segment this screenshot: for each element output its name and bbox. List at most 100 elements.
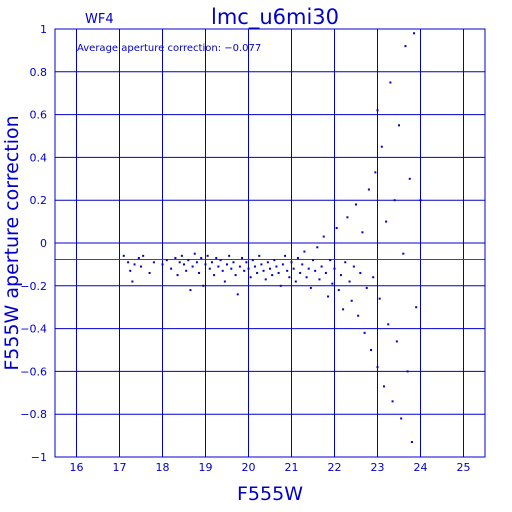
data-point (286, 269, 289, 272)
data-point (238, 265, 241, 268)
data-point (342, 308, 345, 311)
data-point (350, 299, 353, 302)
data-point (275, 265, 278, 268)
data-point (198, 271, 201, 274)
x-tick-label: 21 (285, 461, 299, 474)
x-tick-labels: 16 17 18 19 20 21 22 23 24 25 (70, 461, 471, 474)
data-point (193, 252, 196, 255)
y-tick-label: 0.6 (30, 109, 48, 122)
data-point (376, 109, 379, 112)
data-point (260, 263, 263, 266)
y-tick-label: 0 (40, 237, 47, 250)
data-point (406, 370, 409, 373)
data-point (176, 274, 179, 277)
data-point (380, 145, 383, 148)
y-tick-label: −0.6 (20, 365, 47, 378)
data-point (217, 265, 220, 268)
data-point (131, 280, 134, 283)
data-point (408, 177, 411, 180)
y-tick-label: −0.8 (20, 408, 47, 421)
data-point (357, 314, 360, 317)
x-tick-label: 23 (371, 461, 385, 474)
data-point (382, 385, 385, 388)
data-point (230, 267, 233, 270)
reference-lines (55, 242, 485, 260)
data-point (327, 295, 330, 298)
data-point (129, 269, 132, 272)
data-point (402, 252, 405, 255)
data-point (318, 278, 321, 281)
data-point (398, 124, 400, 127)
average-annotation: Average aperture correction: −0.077 (77, 43, 261, 54)
data-point (206, 254, 209, 257)
data-point (180, 254, 183, 257)
data-point (232, 261, 235, 264)
data-point (331, 282, 334, 285)
x-tick-label: 18 (156, 461, 170, 474)
data-point (339, 274, 342, 277)
y-axis-label: F555W aperture correction (1, 115, 23, 370)
y-tick-label: −0.2 (20, 280, 47, 293)
data-point (258, 254, 261, 257)
data-point (385, 220, 388, 223)
data-point (183, 263, 185, 266)
data-point (204, 263, 207, 266)
data-point (365, 286, 368, 289)
x-tick-label: 24 (414, 461, 428, 474)
data-point (378, 297, 381, 300)
data-point (355, 203, 357, 206)
data-point (133, 263, 136, 266)
data-point (404, 45, 407, 48)
x-tick-label: 20 (242, 461, 256, 474)
data-point (393, 199, 396, 202)
data-point (264, 278, 267, 281)
data-point (226, 263, 228, 266)
x-tick-label: 17 (113, 461, 127, 474)
data-point (314, 269, 317, 272)
data-point (170, 267, 173, 270)
data-point (363, 331, 366, 334)
data-point (290, 261, 293, 264)
data-point (241, 256, 244, 259)
data-point (352, 265, 355, 268)
data-point (335, 227, 338, 230)
data-point (152, 261, 155, 264)
data-point (284, 254, 287, 257)
data-point (178, 261, 181, 264)
data-point (387, 323, 390, 326)
data-point (415, 306, 418, 309)
data-point (370, 349, 373, 351)
data-point (174, 256, 177, 259)
data-point (269, 267, 271, 270)
data-point (200, 256, 203, 259)
data-point (395, 340, 398, 343)
data-point (348, 280, 351, 283)
data-point (391, 400, 394, 403)
data-point (137, 256, 140, 259)
y-tick-label: 0.4 (30, 151, 48, 164)
data-points (122, 32, 422, 444)
data-point (127, 261, 130, 264)
data-point (202, 284, 205, 287)
data-point (374, 171, 377, 174)
data-point (234, 274, 237, 277)
data-point (346, 216, 349, 219)
data-point (376, 366, 379, 369)
data-point (245, 261, 248, 264)
data-point (344, 261, 347, 264)
data-point (324, 271, 327, 274)
data-point (372, 276, 375, 279)
data-point (266, 261, 269, 264)
plot-frame (54, 28, 486, 458)
data-point (288, 276, 291, 279)
data-point (400, 417, 403, 420)
data-point (251, 259, 254, 262)
data-point (243, 269, 246, 272)
data-point (337, 289, 340, 292)
x-tick-label: 22 (328, 461, 342, 474)
data-point (294, 280, 297, 283)
data-point (322, 235, 325, 238)
data-point (361, 231, 364, 234)
data-point (148, 271, 151, 274)
chart-title: lmc_u6mi30 (211, 5, 339, 30)
